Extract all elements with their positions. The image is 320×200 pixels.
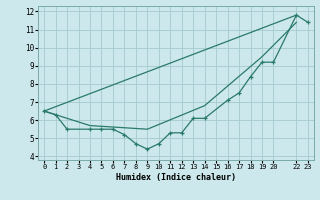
- X-axis label: Humidex (Indice chaleur): Humidex (Indice chaleur): [116, 173, 236, 182]
